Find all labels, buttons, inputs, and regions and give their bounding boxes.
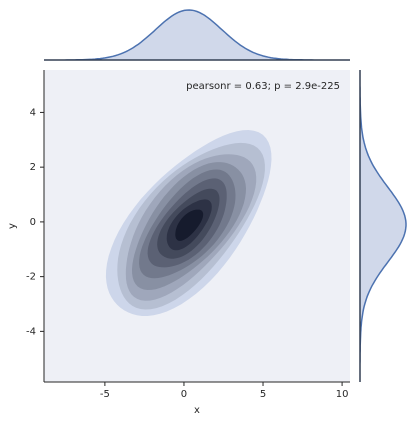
y-tick-label: 2: [30, 162, 36, 173]
annotation: pearsonr = 0.63; p = 2.9e-225: [186, 81, 340, 92]
x-tick-label: 0: [181, 389, 187, 400]
x-tick-label: -5: [100, 389, 110, 400]
top-marginal: [44, 9, 350, 61]
contours: [105, 130, 272, 316]
y-axis-label: y: [7, 223, 18, 229]
y-tick-label: -2: [26, 272, 36, 283]
x-axis-label: x: [194, 405, 200, 416]
right-marginal: [359, 70, 407, 382]
x-tick-label: 5: [260, 389, 266, 400]
y-tick-label: -4: [26, 326, 36, 337]
contour: [175, 209, 204, 241]
x-tick-label: 10: [336, 389, 349, 400]
y-tick-label: 0: [30, 217, 36, 228]
y-tick-label: 4: [30, 107, 36, 118]
